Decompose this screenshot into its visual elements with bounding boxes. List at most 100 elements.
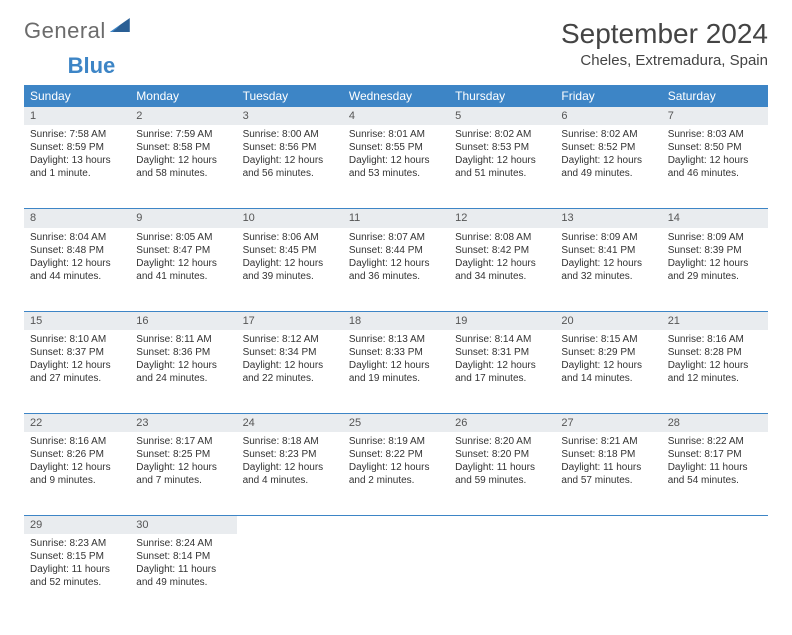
day-detail-cell: Sunrise: 8:14 AMSunset: 8:31 PMDaylight:… xyxy=(449,330,555,414)
daylight-line: Daylight: 12 hours and 46 minutes. xyxy=(668,154,762,180)
sunrise-line: Sunrise: 8:07 AM xyxy=(349,231,443,244)
day-detail-cell: Sunrise: 8:17 AMSunset: 8:25 PMDaylight:… xyxy=(130,432,236,516)
weekday-header: Friday xyxy=(555,85,661,107)
sunrise-line: Sunrise: 8:02 AM xyxy=(455,128,549,141)
day-number-cell: 21 xyxy=(662,311,768,330)
day-number-cell: 8 xyxy=(24,209,130,228)
logo-text-1: General xyxy=(24,18,106,44)
sunset-line: Sunset: 8:28 PM xyxy=(668,346,762,359)
sunrise-line: Sunrise: 8:23 AM xyxy=(30,537,124,550)
daylight-line: Daylight: 12 hours and 36 minutes. xyxy=(349,257,443,283)
sunrise-line: Sunrise: 8:24 AM xyxy=(136,537,230,550)
calendar-table: Sunday Monday Tuesday Wednesday Thursday… xyxy=(24,85,768,617)
day-detail-cell: Sunrise: 8:22 AMSunset: 8:17 PMDaylight:… xyxy=(662,432,768,516)
sunset-line: Sunset: 8:14 PM xyxy=(136,550,230,563)
daylight-line: Daylight: 12 hours and 51 minutes. xyxy=(455,154,549,180)
daylight-line: Daylight: 12 hours and 14 minutes. xyxy=(561,359,655,385)
daylight-line: Daylight: 12 hours and 32 minutes. xyxy=(561,257,655,283)
sunrise-line: Sunrise: 8:13 AM xyxy=(349,333,443,346)
day-detail-cell: Sunrise: 8:09 AMSunset: 8:39 PMDaylight:… xyxy=(662,228,768,312)
day-number-cell: 27 xyxy=(555,413,661,432)
day-detail-cell: Sunrise: 8:02 AMSunset: 8:53 PMDaylight:… xyxy=(449,125,555,209)
daylight-line: Daylight: 12 hours and 12 minutes. xyxy=(668,359,762,385)
sunset-line: Sunset: 8:37 PM xyxy=(30,346,124,359)
sunrise-line: Sunrise: 8:16 AM xyxy=(30,435,124,448)
daylight-line: Daylight: 11 hours and 57 minutes. xyxy=(561,461,655,487)
daylight-line: Daylight: 12 hours and 56 minutes. xyxy=(243,154,337,180)
daylight-line: Daylight: 12 hours and 44 minutes. xyxy=(30,257,124,283)
sunrise-line: Sunrise: 8:08 AM xyxy=(455,231,549,244)
day-number-cell: 5 xyxy=(449,107,555,125)
day-number-cell: 22 xyxy=(24,413,130,432)
sunset-line: Sunset: 8:23 PM xyxy=(243,448,337,461)
day-number-cell: 23 xyxy=(130,413,236,432)
day-detail-cell: Sunrise: 7:59 AMSunset: 8:58 PMDaylight:… xyxy=(130,125,236,209)
day-detail-cell: Sunrise: 7:58 AMSunset: 8:59 PMDaylight:… xyxy=(24,125,130,209)
day-detail-cell: Sunrise: 8:15 AMSunset: 8:29 PMDaylight:… xyxy=(555,330,661,414)
sunrise-line: Sunrise: 8:18 AM xyxy=(243,435,337,448)
day-number-cell: 2 xyxy=(130,107,236,125)
sunrise-line: Sunrise: 8:21 AM xyxy=(561,435,655,448)
sunset-line: Sunset: 8:58 PM xyxy=(136,141,230,154)
sunset-line: Sunset: 8:36 PM xyxy=(136,346,230,359)
sunset-line: Sunset: 8:41 PM xyxy=(561,244,655,257)
sunrise-line: Sunrise: 8:04 AM xyxy=(30,231,124,244)
day-number-cell xyxy=(343,516,449,535)
sunrise-line: Sunrise: 8:12 AM xyxy=(243,333,337,346)
daylight-line: Daylight: 11 hours and 54 minutes. xyxy=(668,461,762,487)
daylight-line: Daylight: 11 hours and 49 minutes. xyxy=(136,563,230,589)
sunrise-line: Sunrise: 8:17 AM xyxy=(136,435,230,448)
day-detail-cell: Sunrise: 8:05 AMSunset: 8:47 PMDaylight:… xyxy=(130,228,236,312)
sunrise-line: Sunrise: 8:00 AM xyxy=(243,128,337,141)
day-detail-cell: Sunrise: 8:23 AMSunset: 8:15 PMDaylight:… xyxy=(24,534,130,617)
day-detail-cell xyxy=(237,534,343,617)
day-detail-cell xyxy=(449,534,555,617)
weekday-header: Monday xyxy=(130,85,236,107)
day-number-cell: 25 xyxy=(343,413,449,432)
day-number-cell xyxy=(237,516,343,535)
daylight-line: Daylight: 12 hours and 27 minutes. xyxy=(30,359,124,385)
daylight-line: Daylight: 12 hours and 49 minutes. xyxy=(561,154,655,180)
daylight-line: Daylight: 12 hours and 4 minutes. xyxy=(243,461,337,487)
sunset-line: Sunset: 8:39 PM xyxy=(668,244,762,257)
day-number-cell: 16 xyxy=(130,311,236,330)
daylight-line: Daylight: 13 hours and 1 minute. xyxy=(30,154,124,180)
day-number-cell: 14 xyxy=(662,209,768,228)
sunset-line: Sunset: 8:52 PM xyxy=(561,141,655,154)
weekday-header: Tuesday xyxy=(237,85,343,107)
day-detail-cell: Sunrise: 8:06 AMSunset: 8:45 PMDaylight:… xyxy=(237,228,343,312)
daylight-line: Daylight: 12 hours and 41 minutes. xyxy=(136,257,230,283)
day-detail-cell: Sunrise: 8:24 AMSunset: 8:14 PMDaylight:… xyxy=(130,534,236,617)
month-title: September 2024 xyxy=(561,18,768,50)
sunset-line: Sunset: 8:20 PM xyxy=(455,448,549,461)
sunrise-line: Sunrise: 8:10 AM xyxy=(30,333,124,346)
day-detail-cell: Sunrise: 8:03 AMSunset: 8:50 PMDaylight:… xyxy=(662,125,768,209)
sunset-line: Sunset: 8:29 PM xyxy=(561,346,655,359)
logo-text-2: Blue xyxy=(68,53,116,79)
day-number-cell: 26 xyxy=(449,413,555,432)
day-number-cell: 29 xyxy=(24,516,130,535)
sunset-line: Sunset: 8:44 PM xyxy=(349,244,443,257)
sunrise-line: Sunrise: 7:59 AM xyxy=(136,128,230,141)
logo-triangle-icon xyxy=(110,18,130,32)
day-detail-cell: Sunrise: 8:02 AMSunset: 8:52 PMDaylight:… xyxy=(555,125,661,209)
day-number-cell: 9 xyxy=(130,209,236,228)
sunset-line: Sunset: 8:25 PM xyxy=(136,448,230,461)
sunset-line: Sunset: 8:17 PM xyxy=(668,448,762,461)
day-detail-cell: Sunrise: 8:13 AMSunset: 8:33 PMDaylight:… xyxy=(343,330,449,414)
day-detail-cell: Sunrise: 8:07 AMSunset: 8:44 PMDaylight:… xyxy=(343,228,449,312)
day-number-cell: 19 xyxy=(449,311,555,330)
day-number-cell: 10 xyxy=(237,209,343,228)
sunrise-line: Sunrise: 8:09 AM xyxy=(668,231,762,244)
day-number-cell: 17 xyxy=(237,311,343,330)
logo: General xyxy=(24,18,130,44)
day-number-row: 1234567 xyxy=(24,107,768,125)
day-number-cell: 3 xyxy=(237,107,343,125)
day-detail-cell: Sunrise: 8:00 AMSunset: 8:56 PMDaylight:… xyxy=(237,125,343,209)
day-number-cell: 7 xyxy=(662,107,768,125)
daylight-line: Daylight: 12 hours and 2 minutes. xyxy=(349,461,443,487)
day-detail-cell: Sunrise: 8:01 AMSunset: 8:55 PMDaylight:… xyxy=(343,125,449,209)
daylight-line: Daylight: 12 hours and 7 minutes. xyxy=(136,461,230,487)
sunrise-line: Sunrise: 8:09 AM xyxy=(561,231,655,244)
sunrise-line: Sunrise: 8:20 AM xyxy=(455,435,549,448)
